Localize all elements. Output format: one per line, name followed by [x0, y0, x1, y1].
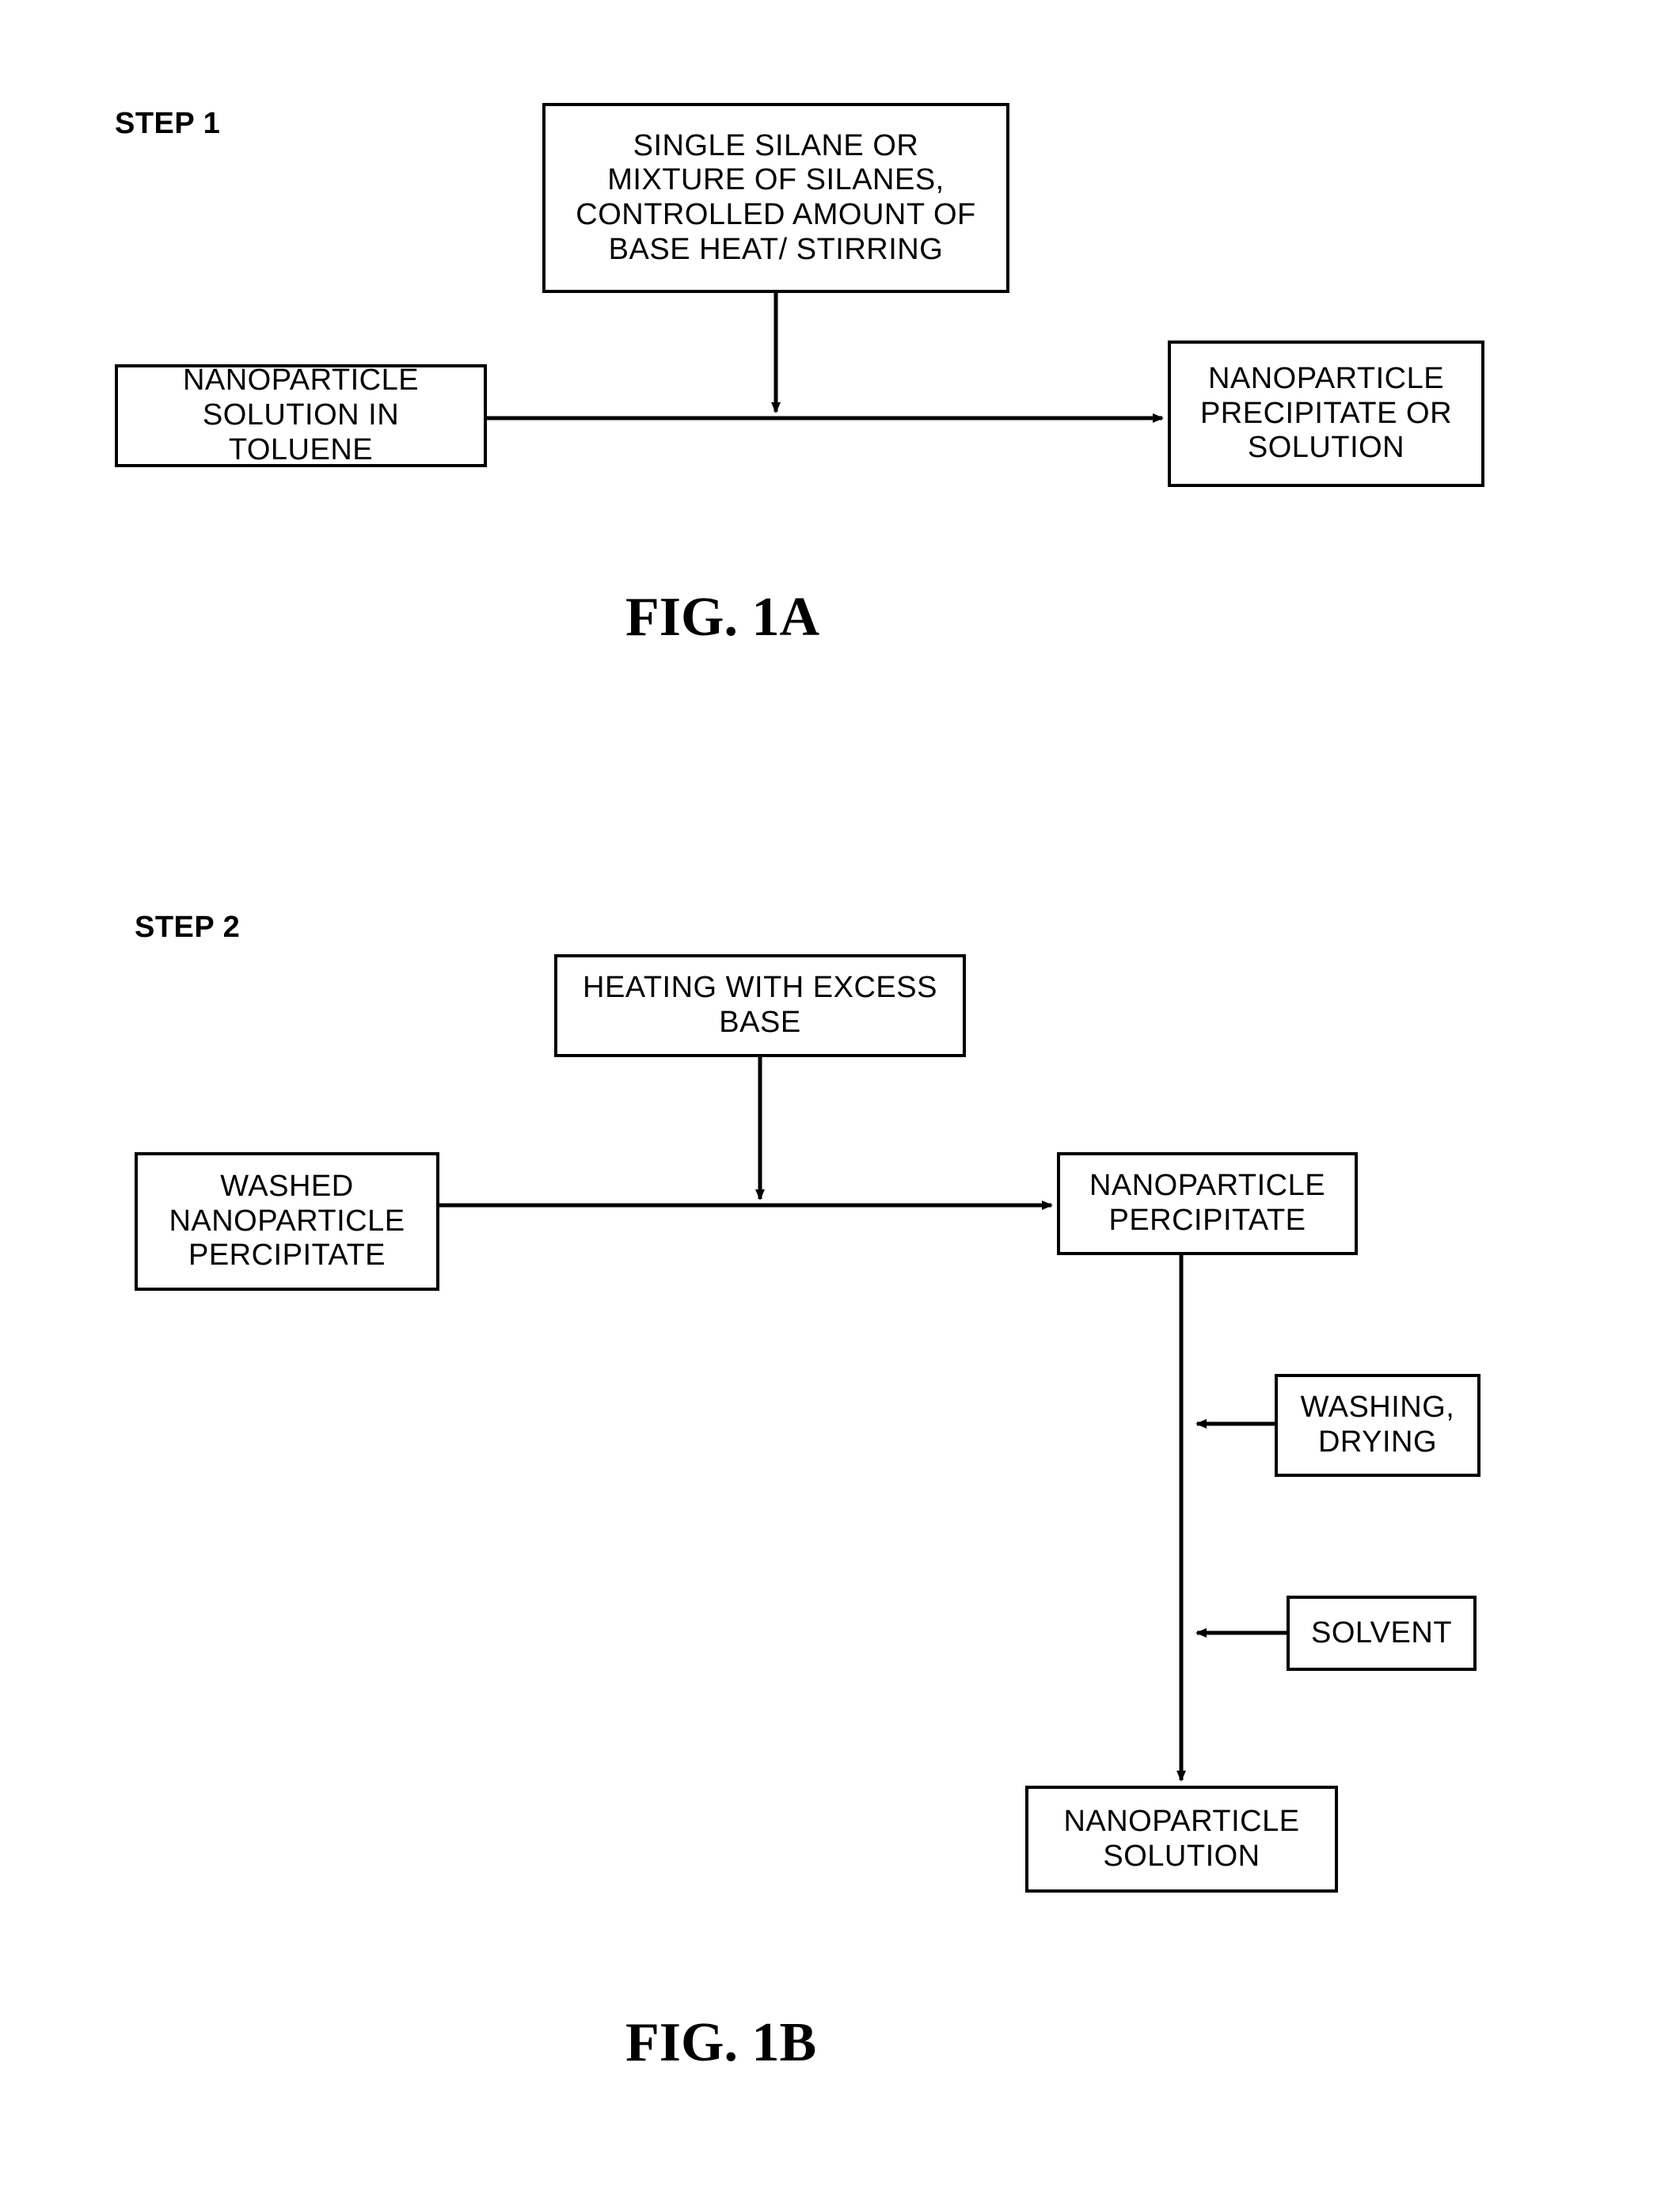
step2-box-mid-text: NANOPARTICLE PERCIPITATE	[1074, 1169, 1340, 1238]
step1-label: STEP 1	[115, 107, 220, 141]
step2-box-washing-text: WASHING, DRYING	[1292, 1391, 1463, 1459]
arrows-overlay	[0, 0, 1680, 2203]
step2-box-solvent-text: SOLVENT	[1311, 1616, 1452, 1651]
step2-box-left: WASHED NANOPARTICLE PERCIPITATE	[135, 1152, 439, 1291]
fig1b-caption: FIG. 1B	[625, 2011, 816, 2075]
step1-box-right-text: NANOPARTICLE PRECIPITATE OR SOLUTION	[1185, 362, 1467, 466]
step2-box-solvent: SOLVENT	[1287, 1596, 1477, 1671]
step2-box-left-text: WASHED NANOPARTICLE PERCIPITATE	[152, 1170, 422, 1273]
step2-box-mid: NANOPARTICLE PERCIPITATE	[1057, 1152, 1358, 1255]
step2-box-top: HEATING WITH EXCESS BASE	[554, 954, 966, 1057]
step1-box-top-text: SINGLE SILANE OR MIXTURE OF SILANES, CON…	[560, 129, 992, 268]
step1-box-left-text: NANOPARTICLE SOLUTION IN TOLUENE	[132, 363, 469, 467]
step2-label: STEP 2	[135, 911, 240, 945]
step1-box-top: SINGLE SILANE OR MIXTURE OF SILANES, CON…	[542, 103, 1009, 293]
step1-box-right: NANOPARTICLE PRECIPITATE OR SOLUTION	[1168, 341, 1484, 487]
fig1a-caption: FIG. 1A	[625, 586, 819, 649]
step2-box-final: NANOPARTICLE SOLUTION	[1025, 1786, 1338, 1893]
step2-box-top-text: HEATING WITH EXCESS BASE	[572, 971, 948, 1040]
step2-box-final-text: NANOPARTICLE SOLUTION	[1043, 1805, 1321, 1874]
step2-box-washing: WASHING, DRYING	[1275, 1374, 1480, 1477]
step1-box-left: NANOPARTICLE SOLUTION IN TOLUENE	[115, 364, 487, 467]
